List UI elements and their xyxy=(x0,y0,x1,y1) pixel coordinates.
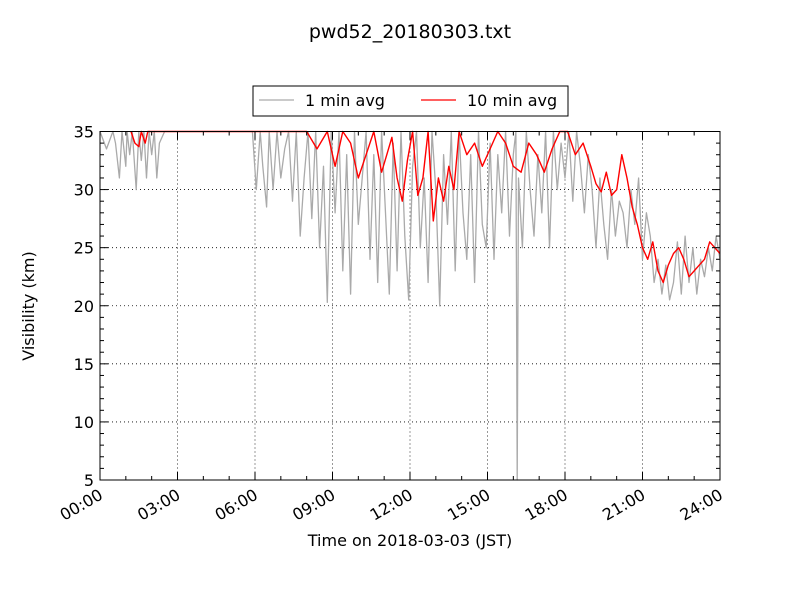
y-tick-label: 25 xyxy=(74,239,94,258)
y-tick-label: 5 xyxy=(84,471,94,490)
y-axis-label: Visibility (km) xyxy=(19,251,38,360)
y-tick-label: 30 xyxy=(74,181,94,200)
legend-label-10min: 10 min avg xyxy=(467,91,557,110)
y-tick-label: 20 xyxy=(74,297,94,316)
y-tick-label: 10 xyxy=(74,413,94,432)
legend: 1 min avg 10 min avg xyxy=(252,85,569,117)
y-tick-labels: 5 10 15 20 25 30 35 xyxy=(74,123,94,491)
series-line-10min xyxy=(130,130,721,284)
chart-title: pwd52_20180303.txt xyxy=(309,21,511,43)
legend-label-1min: 1 min avg xyxy=(305,91,385,110)
legend-box xyxy=(252,85,569,117)
x-axis-label: Time on 2018-03-03 (JST) xyxy=(307,531,512,550)
axis-ticks xyxy=(99,131,721,481)
y-tick-label: 35 xyxy=(74,123,94,142)
y-tick-label: 15 xyxy=(74,355,94,374)
